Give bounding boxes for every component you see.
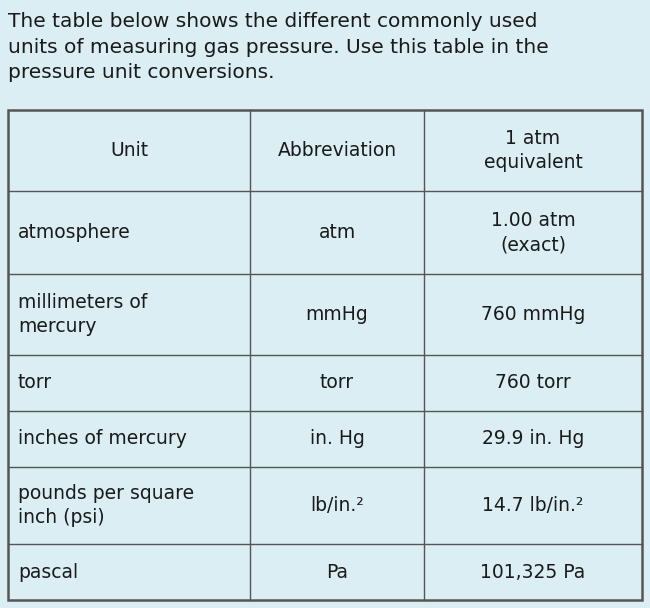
Text: Unit: Unit	[110, 141, 148, 160]
Text: mmHg: mmHg	[306, 305, 369, 324]
Bar	[8, 110, 642, 600]
Text: inches of mercury: inches of mercury	[18, 429, 187, 448]
Text: 29.9 in. Hg: 29.9 in. Hg	[482, 429, 584, 448]
Text: 101,325 Pa: 101,325 Pa	[480, 562, 586, 582]
Text: pounds per square
inch (psi): pounds per square inch (psi)	[18, 484, 194, 527]
Text: The table below shows the different commonly used
units of measuring gas pressur: The table below shows the different comm…	[8, 12, 549, 83]
Text: 760 mmHg: 760 mmHg	[481, 305, 585, 324]
Text: 760 torr: 760 torr	[495, 373, 571, 392]
Text: 14.7 lb/in.²: 14.7 lb/in.²	[482, 496, 584, 515]
Text: atmosphere: atmosphere	[18, 223, 131, 242]
Text: Pa: Pa	[326, 562, 348, 582]
Text: atm: atm	[318, 223, 356, 242]
Text: millimeters of
mercury: millimeters of mercury	[18, 293, 148, 336]
Text: Abbreviation: Abbreviation	[278, 141, 396, 160]
Text: 1 atm
equivalent: 1 atm equivalent	[484, 129, 582, 172]
Text: torr: torr	[18, 373, 52, 392]
Text: pascal: pascal	[18, 562, 78, 582]
Text: in. Hg: in. Hg	[309, 429, 365, 448]
Text: 1.00 atm
(exact): 1.00 atm (exact)	[491, 211, 575, 254]
Text: lb/in.²: lb/in.²	[310, 496, 364, 515]
Text: torr: torr	[320, 373, 354, 392]
